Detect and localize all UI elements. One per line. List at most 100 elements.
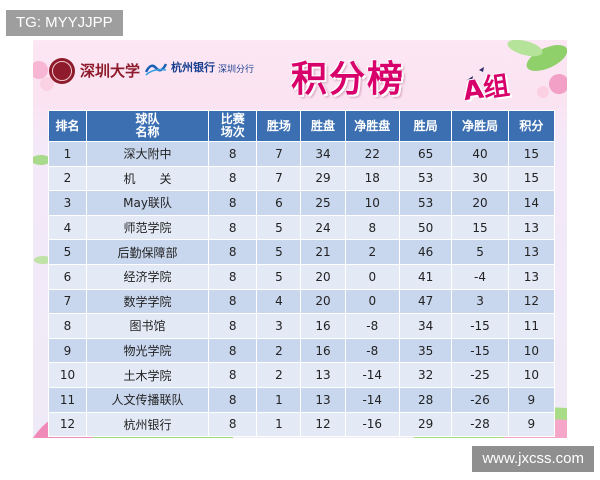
table-cell: 20 bbox=[300, 288, 346, 315]
table-cell: 8 bbox=[208, 411, 258, 438]
table-cell: 8 bbox=[208, 190, 258, 216]
table-cell: 46 bbox=[398, 239, 453, 265]
table-cell: -25 bbox=[451, 362, 509, 388]
table-cell: 8 bbox=[208, 165, 258, 192]
table-cell: 34 bbox=[300, 141, 346, 167]
column-header: 比赛 场次 bbox=[208, 110, 258, 142]
table-cell: 5 bbox=[451, 239, 509, 265]
table-cell: 土木学院 bbox=[85, 362, 210, 388]
table-cell: 13 bbox=[300, 362, 346, 388]
university-seal-icon bbox=[49, 58, 75, 84]
table-cell: 3 bbox=[451, 288, 509, 315]
table-cell: 4 bbox=[48, 214, 87, 241]
table-cell: 6 bbox=[48, 263, 87, 290]
table-row: 3 May联队 8 6 25 10 53 20 14 bbox=[48, 190, 556, 216]
table-cell: 18 bbox=[344, 165, 400, 192]
table-cell: 13 bbox=[507, 263, 556, 290]
table-cell: 7 bbox=[256, 165, 302, 192]
table-cell: 经济学院 bbox=[85, 263, 210, 290]
table-cell: May联队 bbox=[85, 190, 210, 216]
table-cell: 12 bbox=[507, 288, 556, 315]
university-name: 深圳大学 bbox=[80, 62, 141, 80]
table-cell: -15 bbox=[451, 337, 509, 364]
table-cell: 5 bbox=[256, 239, 302, 265]
standings-table: 排名 球队 名称 比赛 场次 胜场 胜盘 净胜盘 胜局 净胜局 积分 1 深大附中 8 7 34 22 65 40… bbox=[48, 110, 556, 438]
table-cell: 8 bbox=[208, 337, 258, 364]
bank-branch: 深圳分行 bbox=[218, 64, 255, 75]
table-cell: 3 bbox=[256, 313, 302, 339]
table-cell: 29 bbox=[300, 165, 346, 192]
table-cell: 8 bbox=[48, 313, 87, 339]
table-cell: 师范学院 bbox=[85, 214, 210, 241]
university-logo: 深圳大学 bbox=[49, 58, 140, 84]
table-cell: 8 bbox=[208, 214, 258, 241]
table-cell: 5 bbox=[256, 263, 302, 290]
table-cell: 10 bbox=[344, 190, 400, 216]
table-cell: 35 bbox=[398, 337, 453, 364]
watermark: www.jxcss.com bbox=[472, 446, 594, 472]
column-header: 净胜局 bbox=[451, 110, 509, 142]
table-row: 8 图书馆 8 3 16 -8 34 -15 11 bbox=[48, 313, 556, 339]
table-cell: 9 bbox=[48, 337, 87, 364]
table-cell: 47 bbox=[398, 288, 453, 315]
table-cell: 11 bbox=[507, 313, 556, 339]
table-cell: 29 bbox=[398, 411, 453, 438]
table-cell: 0 bbox=[344, 288, 400, 315]
table-cell: 25 bbox=[300, 190, 346, 216]
table-cell: 10 bbox=[507, 362, 556, 388]
table-cell: 1 bbox=[256, 411, 302, 438]
column-header: 胜局 bbox=[398, 110, 453, 142]
table-cell: 16 bbox=[300, 337, 346, 364]
table-row: 7 数学学院 8 4 20 0 47 3 12 bbox=[48, 288, 556, 315]
table-row: 10 土木学院 8 2 13 -14 32 -25 10 bbox=[48, 362, 556, 388]
table-cell: 65 bbox=[398, 141, 453, 167]
table-cell: 0 bbox=[344, 263, 400, 290]
table-cell: 后勤保障部 bbox=[85, 239, 210, 265]
table-row: 9 物光学院 8 2 16 -8 35 -15 10 bbox=[48, 337, 556, 364]
column-header: 球队 名称 bbox=[85, 110, 210, 142]
table-row: 1 深大附中 8 7 34 22 65 40 15 bbox=[48, 141, 556, 167]
table-cell: -14 bbox=[344, 362, 400, 388]
bank-logo: 杭州银行 深圳分行 bbox=[145, 60, 254, 76]
page-title: 积分榜 bbox=[291, 59, 406, 100]
table-row: 6 经济学院 8 5 20 0 41 -4 13 bbox=[48, 263, 556, 290]
table-cell: 2 bbox=[344, 239, 400, 265]
bank-mark-icon bbox=[145, 63, 167, 76]
bank-name: 杭州银行 bbox=[171, 61, 215, 74]
table-cell: 机 关 bbox=[85, 165, 210, 192]
table-cell: 24 bbox=[300, 214, 346, 241]
table-cell: -4 bbox=[451, 263, 509, 290]
table-row: 12 杭州银行 8 1 12 -16 29 -28 9 bbox=[48, 411, 556, 438]
table-cell: 1 bbox=[48, 141, 87, 167]
table-cell: 20 bbox=[300, 263, 346, 290]
table-cell: 数学学院 bbox=[85, 288, 210, 315]
table-cell: -8 bbox=[344, 313, 400, 339]
table-cell: 2 bbox=[48, 165, 87, 192]
standings-board: 深圳大学 杭州银行 深圳分行 积分榜 A组 排名 球队 名称 比赛 场次 胜场 胜盘 净胜盘胜… bbox=[33, 40, 567, 438]
table-cell: 12 bbox=[48, 411, 87, 438]
table-cell: 5 bbox=[256, 214, 302, 241]
table-cell: 5 bbox=[48, 239, 87, 265]
table-cell: -14 bbox=[344, 386, 400, 413]
table-cell: 3 bbox=[48, 190, 87, 216]
table-cell: 14 bbox=[507, 190, 556, 216]
table-cell: 22 bbox=[344, 141, 400, 167]
board-header: 深圳大学 杭州银行 深圳分行 积分榜 A组 bbox=[33, 40, 567, 108]
table-cell: 4 bbox=[256, 288, 302, 315]
table-body: 1 深大附中 8 7 34 22 65 40 15 2 机 关 8 7 29 18 53 30 15 3 May联队 8… bbox=[48, 141, 556, 438]
table-cell: 16 bbox=[300, 313, 346, 339]
column-header: 积分 bbox=[507, 110, 556, 142]
table-cell: 8 bbox=[208, 386, 258, 413]
column-header: 胜场 bbox=[256, 110, 302, 142]
table-cell: 7 bbox=[48, 288, 87, 315]
overlay-tag: TG: MYYJJPP bbox=[6, 10, 123, 36]
column-header: 排名 bbox=[48, 110, 87, 142]
group-label: A组 bbox=[461, 70, 512, 108]
table-row: 5 后勤保障部 8 5 21 2 46 5 13 bbox=[48, 239, 556, 265]
table-cell: 8 bbox=[208, 288, 258, 315]
left-floral-decoration bbox=[33, 61, 54, 264]
table-cell: 8 bbox=[208, 239, 258, 265]
table-cell: 9 bbox=[507, 411, 556, 438]
table-cell: 20 bbox=[451, 190, 509, 216]
table-cell: 15 bbox=[507, 141, 556, 167]
